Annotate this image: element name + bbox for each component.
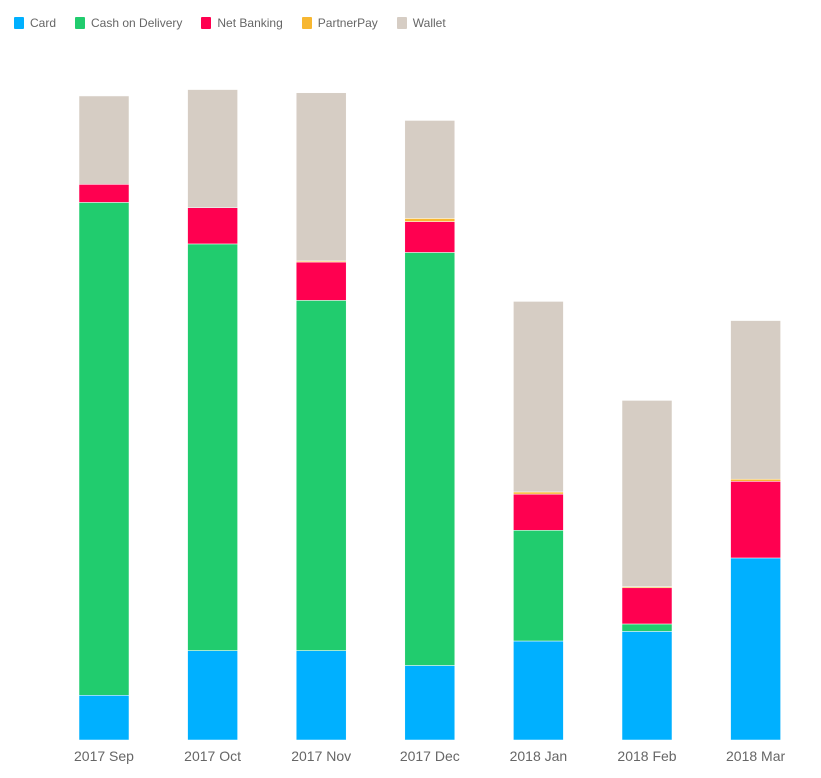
- bar-stack-2018-jan: [513, 301, 564, 741]
- x-tick-label: 2018 Mar: [726, 748, 785, 764]
- bar-segment-wallet-2018-feb[interactable]: [621, 400, 673, 587]
- legend-label: Net Banking: [217, 16, 283, 30]
- bar-segment-net-banking-2018-feb[interactable]: [621, 587, 673, 625]
- bar-stack-2018-feb: [621, 400, 673, 741]
- bar-segment-cash-on-delivery-2017-oct[interactable]: [187, 243, 238, 651]
- legend-swatch: [14, 17, 24, 29]
- bar-segment-net-banking-2017-nov[interactable]: [295, 261, 347, 301]
- bar-segment-partnerpay-2018-jan[interactable]: [513, 491, 564, 495]
- bar-segment-net-banking-2017-dec[interactable]: [404, 221, 456, 253]
- bar-segment-wallet-2017-oct[interactable]: [187, 89, 238, 208]
- legend-label: Cash on Delivery: [91, 16, 183, 30]
- x-tick-label: 2018 Feb: [617, 748, 676, 764]
- bar-segment-card-2017-dec[interactable]: [404, 665, 456, 741]
- bar-segment-wallet-2018-jan[interactable]: [513, 301, 564, 493]
- legend-item-net-banking[interactable]: Net Banking: [201, 16, 283, 30]
- x-tick-label: 2017 Nov: [291, 748, 351, 764]
- bar-stack-2017-oct: [187, 89, 238, 741]
- legend-label: PartnerPay: [317, 16, 378, 30]
- x-tick-label: 2017 Sep: [74, 748, 134, 764]
- legend-item-cash-on-delivery[interactable]: Cash on Delivery: [75, 16, 182, 30]
- bar-segment-card-2018-feb[interactable]: [621, 631, 673, 741]
- bar-segment-partnerpay-2018-mar[interactable]: [730, 478, 781, 482]
- legend-swatch: [75, 17, 86, 29]
- legend-swatch: [201, 17, 212, 29]
- x-tick-label: 2017 Dec: [400, 748, 460, 764]
- legend-label: Card: [30, 16, 57, 30]
- bar-segment-card-2017-sep[interactable]: [78, 695, 130, 741]
- bar-segment-cash-on-delivery-2018-jan[interactable]: [513, 530, 564, 642]
- bar-segment-card-2017-oct[interactable]: [187, 650, 238, 741]
- bar-segment-net-banking-2017-sep[interactable]: [78, 184, 130, 203]
- bar-segment-net-banking-2017-oct[interactable]: [187, 207, 238, 245]
- bar-segment-partnerpay-2017-dec[interactable]: [404, 218, 456, 222]
- legend-label: Wallet: [412, 16, 446, 30]
- bar-stack-2017-dec: [404, 120, 456, 741]
- bar-segment-cash-on-delivery-2018-feb[interactable]: [621, 623, 673, 632]
- bar-segment-cash-on-delivery-2017-nov[interactable]: [295, 300, 347, 651]
- bar-segment-cash-on-delivery-2017-sep[interactable]: [78, 202, 130, 696]
- bar-segment-card-2018-jan[interactable]: [513, 640, 564, 741]
- bar-segment-wallet-2017-sep[interactable]: [78, 95, 130, 185]
- bar-segment-wallet-2018-mar[interactable]: [730, 320, 781, 480]
- bar-segment-card-2018-mar[interactable]: [730, 557, 781, 741]
- legend-swatch: [396, 17, 407, 29]
- x-tick-label: 2018 Jan: [510, 748, 568, 764]
- legend-item-partnerpay[interactable]: PartnerPay: [301, 16, 378, 30]
- legend-swatch: [301, 17, 312, 29]
- bar-segment-wallet-2017-dec[interactable]: [404, 120, 456, 219]
- x-tick-label: 2017 Oct: [184, 748, 241, 764]
- bar-stack-2018-mar: [730, 320, 781, 741]
- bar-segment-net-banking-2018-mar[interactable]: [730, 481, 781, 559]
- bar-segment-card-2017-nov[interactable]: [295, 650, 347, 741]
- legend-item-card[interactable]: Card: [14, 16, 56, 30]
- bar-segment-cash-on-delivery-2017-dec[interactable]: [404, 252, 456, 666]
- legend-item-wallet[interactable]: Wallet: [396, 16, 446, 30]
- bar-segment-net-banking-2018-jan[interactable]: [513, 493, 564, 531]
- bar-segment-wallet-2017-nov[interactable]: [295, 92, 347, 262]
- legend: Card Cash on Delivery Net Banking PartnerPa…: [14, 14, 446, 32]
- bar-stack-2017-sep: [78, 95, 130, 741]
- bar-stack-2017-nov: [295, 92, 347, 741]
